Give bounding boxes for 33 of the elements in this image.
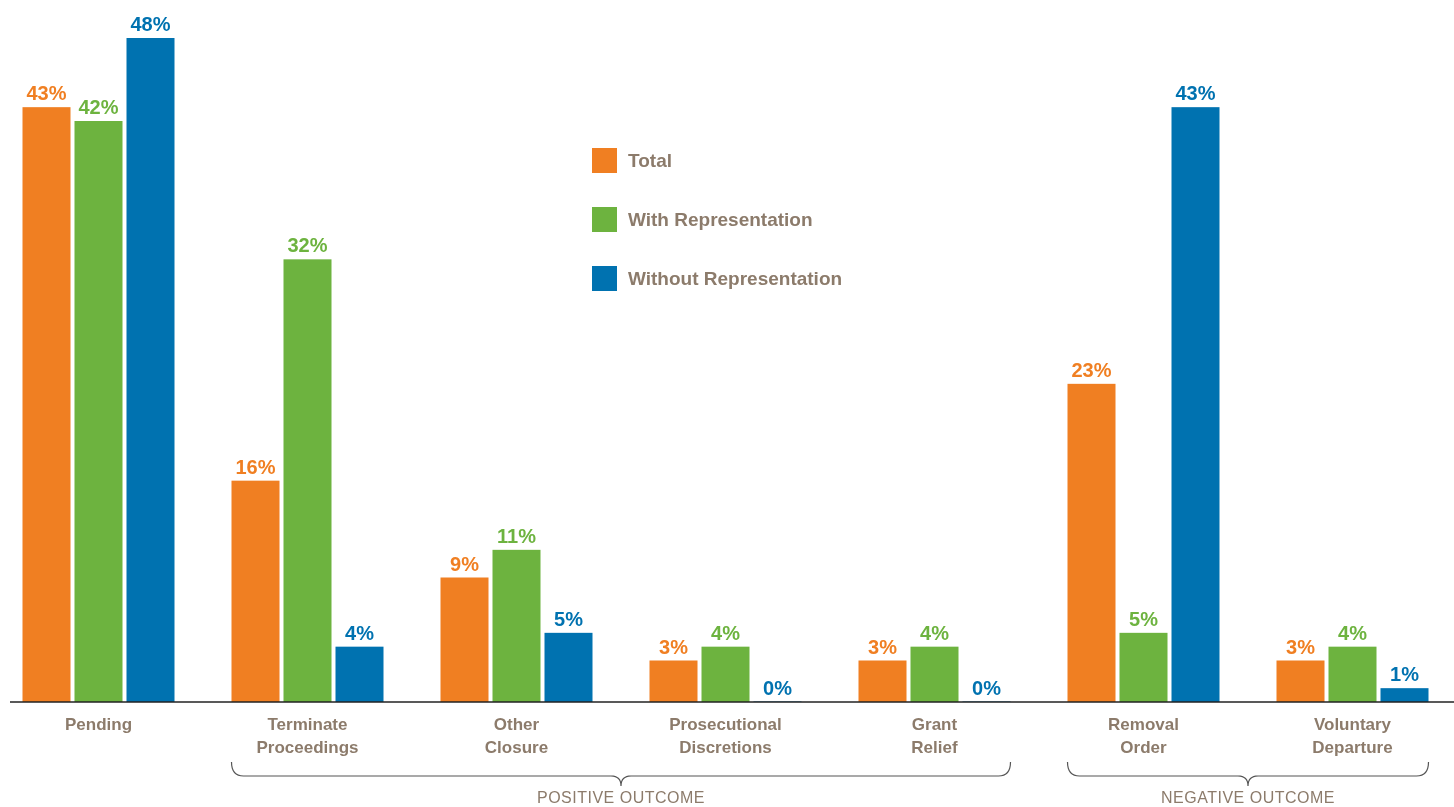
data-label: 42% (78, 96, 119, 118)
data-label: 9% (450, 552, 480, 575)
data-label: 5% (554, 607, 584, 630)
data-label: 23% (1071, 358, 1112, 381)
data-label: 16% (235, 455, 276, 478)
data-label: 3% (659, 635, 689, 658)
data-label: 0% (972, 676, 1002, 699)
data-label: 0% (763, 676, 793, 699)
data-label: 43% (26, 82, 67, 105)
data-label: 5% (1129, 607, 1159, 630)
legend-label: With Representation (628, 209, 813, 230)
data-label: 43% (1175, 82, 1216, 105)
x-tick-label: Prosecutional Discretions (669, 715, 782, 757)
text: POSITIVE OUTCOME (536, 789, 706, 806)
x-tick-label: Pending (64, 715, 133, 734)
data-label: 4% (1338, 621, 1368, 644)
x-tick-label: Voluntary Departure (1312, 715, 1393, 757)
data-label: 11% (497, 524, 537, 547)
x-tick-label: Removal Order (1108, 715, 1179, 757)
data-label: 4% (920, 621, 950, 644)
data-label: 3% (1286, 635, 1316, 658)
data-label: 48% (130, 13, 171, 35)
x-tick-label: Grant Relief (911, 715, 958, 757)
x-tick-label: Other Closure (484, 715, 549, 757)
data-label: 32% (287, 234, 328, 257)
x-tick-label: Terminate Proceedings (256, 715, 359, 757)
data-label: 4% (711, 621, 741, 644)
legend-label: Total (628, 150, 672, 171)
legend-label: Without Representation (628, 268, 843, 289)
data-label: 1% (1390, 663, 1420, 686)
data-label: 3% (868, 635, 898, 658)
data-label: 4% (345, 621, 375, 644)
text: NEGATIVE OUTCOME (1161, 789, 1335, 806)
